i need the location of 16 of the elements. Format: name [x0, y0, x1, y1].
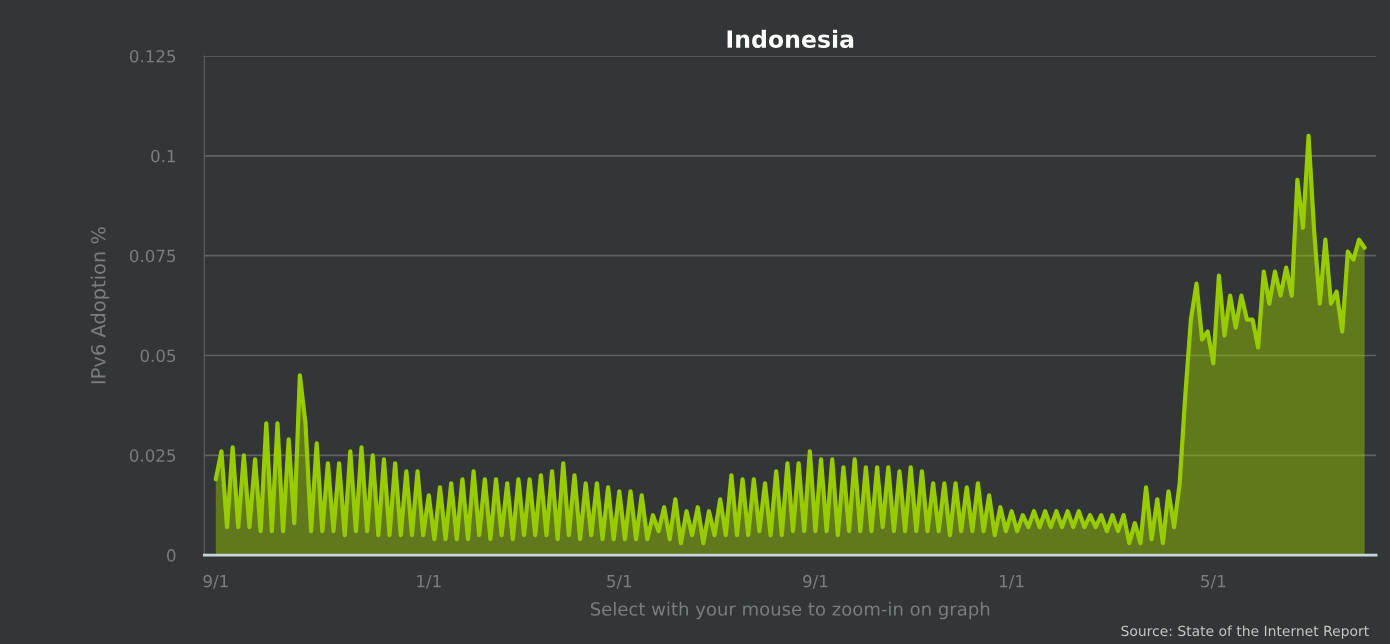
x-tick-label: 9/1 — [203, 574, 228, 589]
x-axis-title: Select with your mouse to zoom-in on graph — [590, 601, 990, 620]
source-note: Source: State of the Internet Report — [1121, 625, 1369, 639]
x-tick-label: 1/1 — [417, 575, 441, 589]
y-axis-title: IPv6 Adoption % — [90, 227, 110, 384]
y-tick-label: 0.05 — [140, 349, 176, 363]
chart-title: Indonesia — [727, 29, 854, 49]
y-tick-label: 0.125 — [129, 49, 176, 63]
x-tick-label: 5/1 — [607, 575, 632, 589]
x-tick-label: 5/1 — [1201, 575, 1226, 589]
x-tick-label: 1/1 — [999, 575, 1024, 589]
y-tick-label: 0.1 — [151, 149, 176, 163]
y-tick-label: 0.075 — [129, 249, 176, 263]
y-tick-label: 0 — [167, 549, 176, 562]
y-tick-label: 0.025 — [129, 449, 176, 462]
x-tick-label: 9/1 — [803, 574, 828, 589]
